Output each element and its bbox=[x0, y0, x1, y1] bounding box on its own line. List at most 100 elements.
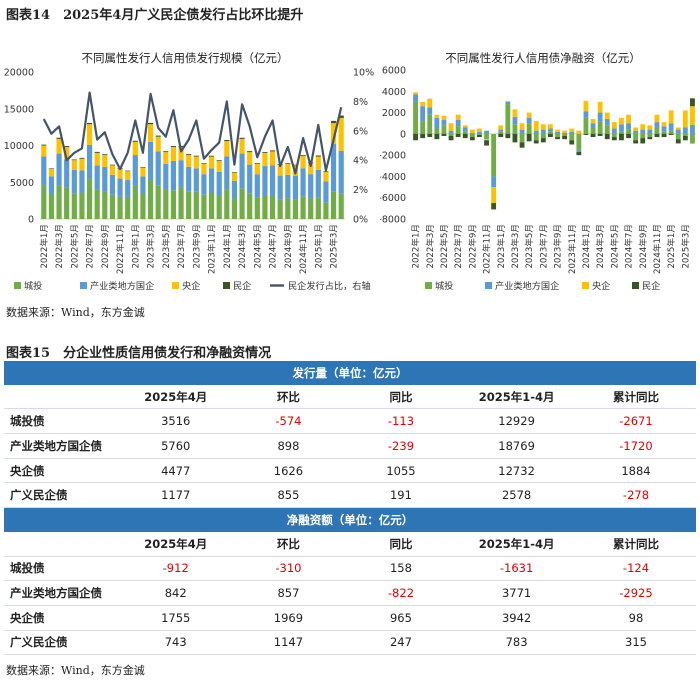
x-tick-label: 2023年1月 bbox=[129, 224, 141, 269]
bar-segment-城投 bbox=[640, 133, 646, 139]
bar-segment-民企 bbox=[94, 151, 100, 153]
bar-segment-产业类地方国企 bbox=[41, 156, 47, 186]
bar-segment-央企 bbox=[420, 101, 426, 107]
bar-segment-民企 bbox=[583, 133, 589, 135]
table-cell: -1631 bbox=[457, 556, 576, 582]
x-tick-label: 2024年5月 bbox=[608, 224, 620, 269]
bar-segment-产业类地方国企 bbox=[132, 155, 138, 186]
column-header: 2025年1-4月 bbox=[457, 531, 576, 557]
bar-segment-产业类地方国企 bbox=[231, 180, 238, 199]
bar-segment-民企 bbox=[619, 133, 624, 141]
bar-segment-央企 bbox=[79, 158, 85, 171]
figure-14-source: 数据来源：Wind，东方金诚 bbox=[6, 306, 145, 319]
bar-segment-产业类地方国企 bbox=[64, 159, 70, 188]
bar-segment-城投 bbox=[555, 133, 560, 138]
table-cell: 18769 bbox=[457, 433, 576, 459]
bar-segment-民企 bbox=[56, 137, 62, 139]
x-tick-label: 2022年7月 bbox=[452, 224, 464, 269]
bar-segment-民企 bbox=[519, 142, 525, 148]
table-cell: 5760 bbox=[119, 433, 233, 459]
bar-segment-民企 bbox=[498, 133, 504, 138]
bar-segment-民企 bbox=[668, 133, 674, 135]
bar-segment-央企 bbox=[86, 124, 93, 145]
x-tick-label: 2022年11月 bbox=[114, 224, 126, 274]
bar-segment-央企 bbox=[231, 172, 238, 181]
bar-segment-民企 bbox=[254, 163, 260, 164]
table-row: 产业类地方国企债 5760 898 -239 18769 -1720 bbox=[4, 433, 696, 459]
x-tick-label: 2022年1月 bbox=[410, 224, 422, 269]
bar-segment-城投 bbox=[512, 124, 518, 134]
bar-segment-央企 bbox=[163, 152, 169, 164]
bar-segment-民企 bbox=[64, 146, 70, 147]
x-tick-label: 2023年1月 bbox=[495, 224, 507, 269]
table-cell: 855 bbox=[232, 482, 345, 509]
bar-segment-城投 bbox=[41, 185, 47, 219]
bar-segment-城投 bbox=[48, 194, 55, 219]
bar-segment-城投 bbox=[661, 131, 667, 134]
bar-segment-城投 bbox=[132, 185, 138, 219]
bar-segment-城投 bbox=[308, 198, 314, 219]
bar-segment-产业类地方国企 bbox=[323, 181, 329, 203]
bar-segment-央企 bbox=[109, 165, 116, 175]
bar-segment-城投 bbox=[247, 193, 253, 219]
x-tick-label: 2023年9月 bbox=[552, 224, 564, 269]
bar-segment-城投 bbox=[94, 189, 100, 219]
bar-segment-央企 bbox=[690, 106, 695, 125]
bar-segment-产业类地方国企 bbox=[682, 127, 688, 134]
bar-segment-产业类地方国企 bbox=[140, 176, 146, 195]
bar-segment-央企 bbox=[583, 100, 589, 112]
bar-segment-城投 bbox=[330, 191, 337, 219]
bar-segment-城投 bbox=[239, 188, 245, 219]
bar-segment-城投 bbox=[533, 133, 539, 141]
x-tick-label: 2024年7月 bbox=[267, 224, 279, 269]
bar-segment-产业类地方国企 bbox=[201, 174, 207, 195]
bar-segment-产业类地方国企 bbox=[654, 122, 660, 128]
x-tick-label: 2024年1月 bbox=[580, 224, 592, 269]
bar-segment-民企 bbox=[292, 164, 299, 166]
bar-segment-民企 bbox=[285, 163, 291, 164]
x-tick-label: 2022年7月 bbox=[84, 224, 96, 269]
bar-segment-产业类地方国企 bbox=[576, 149, 582, 152]
bar-segment-央企 bbox=[647, 125, 653, 130]
bar-segment-产业类地方国企 bbox=[690, 124, 695, 134]
bar-segment-城投 bbox=[420, 121, 426, 134]
column-header: 环比 bbox=[232, 384, 345, 410]
x-tick-label: 2023年9月 bbox=[190, 224, 202, 269]
bar-segment-民企 bbox=[682, 135, 688, 141]
bar-segment-城投 bbox=[455, 126, 461, 134]
table-cell: -310 bbox=[232, 556, 345, 582]
bar-segment-央企 bbox=[675, 127, 681, 130]
figure-15-source: 数据来源：Wind，东方金诚 bbox=[6, 664, 145, 677]
bar-segment-民企 bbox=[505, 133, 511, 139]
bar-segment-民企 bbox=[330, 120, 337, 124]
bar-segment-央企 bbox=[254, 163, 260, 175]
bar-segment-央企 bbox=[477, 128, 482, 132]
bar-segment-民企 bbox=[86, 122, 93, 125]
table-cell: -912 bbox=[119, 556, 233, 582]
bar-segment-城投 bbox=[526, 123, 532, 134]
x-tick-label: 2023年11月 bbox=[206, 224, 218, 274]
bar-segment-民企 bbox=[434, 133, 440, 140]
table-cell: 1884 bbox=[575, 458, 696, 484]
bar-segment-央企 bbox=[155, 136, 161, 152]
row-header: 产业类地方国企债 bbox=[4, 433, 120, 459]
bar-segment-城投 bbox=[626, 129, 631, 134]
table-cell: 247 bbox=[344, 630, 458, 656]
bar-segment-央企 bbox=[555, 129, 560, 132]
bar-segment-城投 bbox=[216, 195, 222, 219]
bar-segment-产业类地方国企 bbox=[247, 164, 253, 194]
bar-segment-产业类地方国企 bbox=[155, 151, 161, 186]
bar-segment-产业类地方国企 bbox=[619, 124, 624, 132]
row-header: 产业类地方国企债 bbox=[4, 580, 120, 606]
bar-segment-央企 bbox=[262, 152, 268, 167]
credit-bond-table: 发行量（单位：亿元） 2025年4月 环比 同比 2025年1-4月 累计同比 城投债 351… bbox=[4, 361, 696, 656]
bar-segment-产业类地方国企 bbox=[427, 107, 433, 115]
bar-segment-央企 bbox=[505, 100, 511, 102]
bar-segment-产业类地方国企 bbox=[125, 180, 131, 197]
bar-segment-央企 bbox=[611, 122, 617, 129]
bar-segment-城投 bbox=[292, 199, 299, 219]
table-header-row: 2025年4月 环比 同比 2025年1-4月 累计同比 bbox=[4, 531, 696, 557]
row-header: 广义民企债 bbox=[4, 482, 120, 509]
x-tick-label: 2023年3月 bbox=[145, 224, 157, 269]
table-cell: -239 bbox=[344, 433, 458, 459]
